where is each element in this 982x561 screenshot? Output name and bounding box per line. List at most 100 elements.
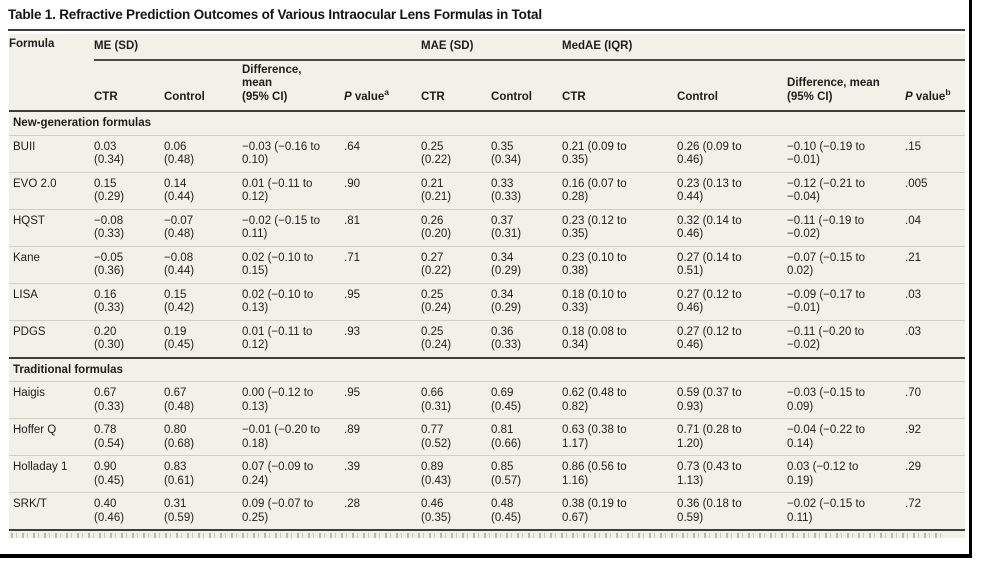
column-header-row: CTR Control Difference, mean (95% CI) P … (9, 60, 966, 112)
section-label: Traditional formulas (9, 356, 966, 382)
table-row: BUII 0.03 (0.34) 0.06 (0.48) −0.03 (−0.16 t… (9, 135, 966, 173)
data-cell: 0.78 (0.54) (94, 418, 164, 456)
data-cell: 0.27 (0.12 to 0.46) (677, 283, 788, 321)
data-cell: .89 (344, 418, 422, 456)
data-cell: 0.25 (0.24) (421, 283, 492, 321)
row-formula: Kane (9, 246, 94, 284)
section-label: New-generation formulas (9, 111, 966, 136)
data-cell: 0.19 (0.45) (164, 320, 242, 358)
data-cell: 0.02 (−0.10 to 0.13) (242, 283, 344, 321)
data-cell: −0.08 (0.44) (164, 246, 242, 284)
col-header-medae-control: Control (677, 60, 788, 112)
data-cell: 0.07 (−0.09 to 0.24) (242, 455, 344, 493)
data-cell: 0.01 (−0.11 to 0.12) (242, 320, 344, 358)
data-cell: 0.32 (0.14 to 0.46) (677, 209, 788, 247)
table-row: Hoffer Q 0.78 (0.54) 0.80 (0.68) −0.01 (−0.… (9, 418, 966, 456)
data-cell: 0.62 (0.48 to 0.82) (562, 381, 678, 419)
col-header-mae-ctr: CTR (421, 60, 492, 112)
group-header-me: ME (SD) (94, 34, 422, 61)
data-cell: 0.67 (0.33) (94, 381, 164, 419)
group-header-row: Formula ME (SD) MAE (SD) MedAE (IQR) (9, 34, 966, 112)
data-cell: −0.12 (−0.21 to −0.04) (787, 172, 906, 210)
data-cell: .39 (344, 455, 422, 493)
data-cell: 0.06 (0.48) (164, 135, 242, 173)
row-formula: PDGS (9, 320, 94, 358)
data-cell: 0.36 (0.33) (491, 320, 563, 358)
data-cell: 0.80 (0.68) (164, 418, 242, 456)
data-cell: .005 (905, 172, 966, 210)
data-cell: 0.34 (0.29) (491, 246, 563, 284)
data-cell: .71 (344, 246, 422, 284)
table-row: PDGS 0.20 (0.30) 0.19 (0.45) 0.01 (−0.11 to… (9, 320, 966, 358)
data-cell: 0.37 (0.31) (491, 209, 563, 247)
data-cell: 0.23 (0.10 to 0.38) (562, 246, 678, 284)
data-cell: 0.18 (0.08 to 0.34) (562, 320, 678, 358)
data-cell: 0.48 (0.45) (491, 492, 563, 531)
data-cell: 0.38 (0.19 to 0.67) (562, 492, 678, 531)
data-cell: 0.59 (0.37 to 0.93) (677, 381, 788, 419)
data-cell: .95 (344, 381, 422, 419)
table-body: New-generation formulas BUII 0.03 (0.34) 0.… (9, 111, 966, 531)
row-formula: EVO 2.0 (9, 172, 94, 210)
data-cell: −0.04 (−0.22 to 0.14) (787, 418, 906, 456)
col-header-medae-difference: Difference, mean (95% CI) (787, 60, 906, 112)
data-cell: −0.07 (−0.15 to 0.02) (787, 246, 906, 284)
data-cell: .92 (905, 418, 966, 456)
table-row: HQST −0.08 (0.33) −0.07 (0.48) −0.02 (−0.15… (9, 209, 966, 247)
table-title: Table 1. Refractive Prediction Outcomes … (8, 7, 542, 22)
data-cell: −0.02 (−0.15 to 0.11) (242, 209, 344, 247)
table-row: Kane −0.05 (0.36) −0.08 (0.44) 0.02 (−0.10 … (9, 246, 966, 284)
data-cell: 0.25 (0.22) (421, 135, 492, 173)
data-cell: 0.14 (0.44) (164, 172, 242, 210)
col-header-me-difference: Difference, mean (95% CI) (242, 60, 344, 112)
section-row: Traditional formulas (9, 356, 966, 382)
data-cell: .21 (905, 246, 966, 284)
data-cell: −0.05 (0.36) (94, 246, 164, 284)
data-cell: 0.26 (0.20) (421, 209, 492, 247)
data-cell: .28 (344, 492, 422, 531)
data-cell: .70 (905, 381, 966, 419)
data-cell: 0.31 (0.59) (164, 492, 242, 531)
col-header-me-pvalue: P valuea (344, 60, 422, 112)
table-row: LISA 0.16 (0.33) 0.15 (0.42) 0.02 (−0.10 to… (9, 283, 966, 321)
table-row: EVO 2.0 0.15 (0.29) 0.14 (0.44) 0.01 (−0.11… (9, 172, 966, 210)
data-cell: −0.03 (−0.16 to 0.10) (242, 135, 344, 173)
data-cell: 0.01 (−0.11 to 0.12) (242, 172, 344, 210)
data-cell: 0.81 (0.66) (491, 418, 563, 456)
row-formula: Holladay 1 (9, 455, 94, 493)
data-cell: .90 (344, 172, 422, 210)
col-header-medae-pvalue: P valueb (905, 60, 966, 112)
data-cell: 0.69 (0.45) (491, 381, 563, 419)
data-cell: −0.10 (−0.19 to −0.01) (787, 135, 906, 173)
data-cell: −0.03 (−0.15 to 0.09) (787, 381, 906, 419)
group-label-medae: MedAE (IQR) (562, 38, 966, 61)
data-cell: 0.02 (−0.10 to 0.15) (242, 246, 344, 284)
data-cell: 0.90 (0.45) (94, 455, 164, 493)
data-cell: 0.26 (0.09 to 0.46) (677, 135, 788, 173)
data-cell: 0.36 (0.18 to 0.59) (677, 492, 788, 531)
data-cell: .72 (905, 492, 966, 531)
data-cell: .29 (905, 455, 966, 493)
data-cell: 0.40 (0.46) (94, 492, 164, 531)
data-cell: 0.21 (0.09 to 0.35) (562, 135, 678, 173)
data-cell: 0.27 (0.12 to 0.46) (677, 320, 788, 358)
group-header-mae: MAE (SD) (421, 34, 563, 61)
data-cell: 0.16 (0.07 to 0.28) (562, 172, 678, 210)
data-cell: 0.89 (0.43) (421, 455, 492, 493)
table-header: Formula ME (SD) MAE (SD) MedAE (IQR) CTR… (9, 34, 966, 112)
group-header-medae: MedAE (IQR) (562, 34, 966, 61)
clipped-footnote-text (11, 533, 941, 538)
row-formula: BUII (9, 135, 94, 173)
data-cell: 0.25 (0.24) (421, 320, 492, 358)
data-cell: 0.34 (0.29) (491, 283, 563, 321)
data-cell: 0.66 (0.31) (421, 381, 492, 419)
data-cell: .93 (344, 320, 422, 358)
data-cell: 0.03 (0.34) (94, 135, 164, 173)
data-cell: .81 (344, 209, 422, 247)
col-header-formula: Formula (9, 34, 94, 112)
data-cell: −0.09 (−0.17 to −0.01) (787, 283, 906, 321)
data-cell: 0.46 (0.35) (421, 492, 492, 531)
data-cell: −0.02 (−0.15 to 0.11) (787, 492, 906, 531)
data-cell: 0.15 (0.42) (164, 283, 242, 321)
